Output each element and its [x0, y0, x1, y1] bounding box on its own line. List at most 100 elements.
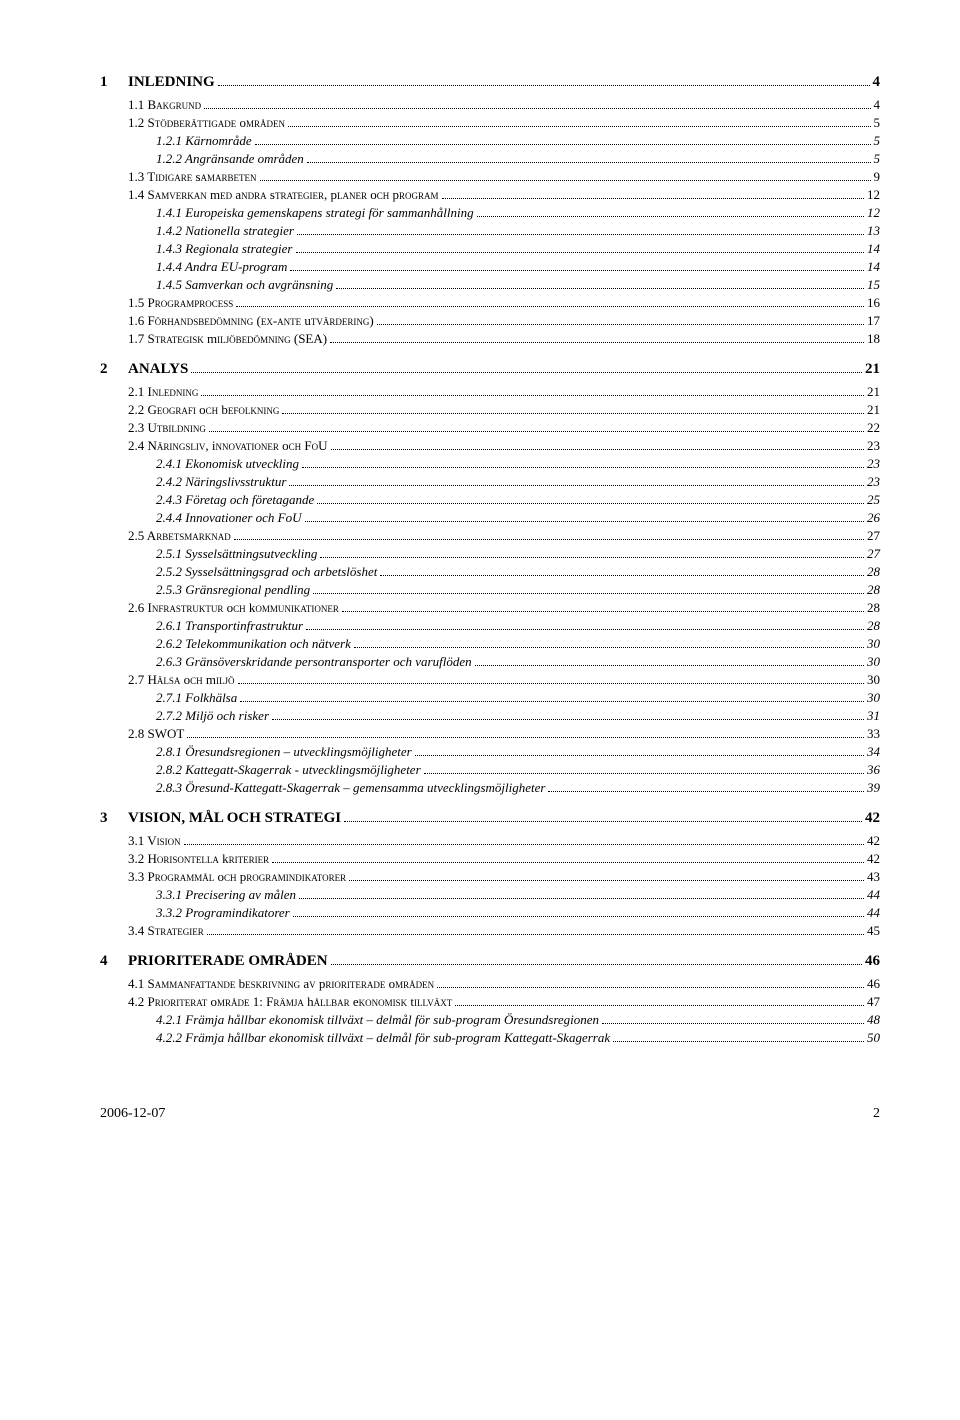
table-of-contents: 1INLEDNING41.1 Bakgrund41.2 Stödberättig…: [100, 74, 880, 1046]
toc-leader-dots: [209, 431, 864, 432]
toc-entry-label: 3.4 Strategier: [128, 923, 204, 939]
toc-entry-page: 16: [867, 295, 880, 311]
toc-entry-label: 2.2 Geografi och befolkning: [128, 402, 279, 418]
toc-entry-page: 5: [874, 151, 881, 167]
toc-entry: 2.7 Hälsa och miljö30: [100, 672, 880, 688]
toc-entry-page: 45: [867, 923, 880, 939]
toc-entry-label: 3.3.1 Precisering av målen: [156, 887, 296, 903]
toc-entry-label: 1.3 Tidigare samarbeten: [128, 169, 257, 185]
toc-entry: 1.2.2 Angränsande områden5: [100, 151, 880, 167]
toc-entry: 1.4.5 Samverkan och avgränsning15: [100, 277, 880, 293]
toc-entry-label: 4PRIORITERADE OMRÅDEN: [100, 953, 328, 970]
toc-entry: 2.4.1 Ekonomisk utveckling23: [100, 456, 880, 472]
toc-entry-label: 2.6.3 Gränsöverskridande persontransport…: [156, 654, 472, 670]
toc-entry: 2.1 Inledning21: [100, 384, 880, 400]
toc-entry-page: 42: [867, 833, 880, 849]
toc-entry-label: 1.4 Samverkan med andra strategier, plan…: [128, 187, 439, 203]
toc-entry-page: 46: [865, 953, 880, 970]
toc-entry-label: 3.3 Programmål och programindikatorer: [128, 869, 346, 885]
toc-entry: 1.4.2 Nationella strategier13: [100, 223, 880, 239]
toc-entry-label: 4.1 Sammanfattande beskrivning av priori…: [128, 976, 434, 992]
toc-leader-dots: [204, 108, 870, 109]
toc-leader-dots: [548, 791, 864, 792]
toc-entry: 4.2 Prioriterat område 1: Främja hållbar…: [100, 994, 880, 1010]
toc-leader-dots: [317, 503, 864, 504]
toc-entry-page: 27: [867, 528, 880, 544]
toc-entry: 2.7.2 Miljö och risker31: [100, 708, 880, 724]
toc-entry: 1.6 Förhandsbedömning (ex-ante utvärderi…: [100, 313, 880, 329]
toc-entry-label: 2.7 Hälsa och miljö: [128, 672, 235, 688]
toc-leader-dots: [234, 539, 864, 540]
toc-entry-label: 4.2.2 Främja hållbar ekonomisk tillväxt …: [156, 1030, 610, 1046]
toc-entry-page: 34: [867, 744, 880, 760]
toc-entry-label: 2.5.2 Sysselsättningsgrad och arbetslösh…: [156, 564, 377, 580]
toc-leader-dots: [260, 180, 871, 181]
toc-entry: 2.5.2 Sysselsättningsgrad och arbetslösh…: [100, 564, 880, 580]
toc-entry: 1.2 Stödberättigade områden5: [100, 115, 880, 131]
toc-entry-page: 13: [867, 223, 880, 239]
toc-entry-page: 28: [867, 600, 880, 616]
toc-leader-dots: [336, 288, 864, 289]
toc-entry: 2.6.2 Telekommunikation och nätverk30: [100, 636, 880, 652]
toc-entry-label: 2.7.1 Folkhälsa: [156, 690, 237, 706]
toc-entry-page: 42: [867, 851, 880, 867]
footer-date: 2006-12-07: [100, 1106, 165, 1122]
toc-entry-page: 18: [867, 331, 880, 347]
toc-entry-page: 43: [867, 869, 880, 885]
toc-entry-page: 33: [867, 726, 880, 742]
toc-leader-dots: [349, 880, 864, 881]
toc-leader-dots: [455, 1005, 864, 1006]
toc-entry-page: 12: [867, 187, 880, 203]
toc-entry-page: 12: [867, 205, 880, 221]
toc-entry: 2.7.1 Folkhälsa 30: [100, 690, 880, 706]
toc-entry-label: 2.5.3 Gränsregional pendling: [156, 582, 310, 598]
toc-entry-page: 15: [867, 277, 880, 293]
toc-entry: 1.4 Samverkan med andra strategier, plan…: [100, 187, 880, 203]
toc-entry-label: 2.5 Arbetsmarknad: [128, 528, 231, 544]
toc-entry: 2ANALYS21: [100, 361, 880, 378]
toc-leader-dots: [331, 964, 862, 965]
page-footer: 2006-12-07 2: [100, 1106, 880, 1122]
toc-entry-page: 21: [867, 384, 880, 400]
toc-entry: 4PRIORITERADE OMRÅDEN 46: [100, 953, 880, 970]
toc-entry-page: 42: [865, 810, 880, 827]
toc-entry: 3.4 Strategier 45: [100, 923, 880, 939]
toc-entry-label: 2.8 SWOT: [128, 726, 184, 742]
toc-leader-dots: [240, 701, 864, 702]
toc-leader-dots: [306, 629, 864, 630]
toc-entry-label: 2.6.1 Transportinfrastruktur: [156, 618, 303, 634]
toc-leader-dots: [299, 898, 864, 899]
footer-page-number: 2: [873, 1106, 880, 1122]
toc-entry-page: 47: [867, 994, 880, 1010]
toc-entry-label: 2.4.3 Företag och företagande: [156, 492, 314, 508]
toc-leader-dots: [218, 85, 870, 86]
toc-leader-dots: [342, 611, 864, 612]
toc-entry: 1.4.4 Andra EU-program14: [100, 259, 880, 275]
toc-leader-dots: [288, 126, 871, 127]
toc-entry-page: 30: [867, 690, 880, 706]
toc-entry: 2.8.2 Kattegatt-Skagerrak - utvecklingsm…: [100, 762, 880, 778]
toc-leader-dots: [331, 449, 865, 450]
toc-entry-page: 46: [867, 976, 880, 992]
toc-leader-dots: [424, 773, 864, 774]
toc-leader-dots: [602, 1023, 864, 1024]
toc-entry: 1.2.1 Kärnområde5: [100, 133, 880, 149]
toc-entry: 2.5 Arbetsmarknad 27: [100, 528, 880, 544]
toc-entry: 1.7 Strategisk miljöbedömning (SEA) 18: [100, 331, 880, 347]
toc-entry-label: 2.4.4 Innovationer och FoU: [156, 510, 302, 526]
toc-leader-dots: [238, 683, 864, 684]
toc-entry-page: 44: [867, 887, 880, 903]
toc-leader-dots: [302, 467, 864, 468]
toc-entry-page: 39: [867, 780, 880, 796]
toc-entry-label: 3.2 Horisontella kriterier: [128, 851, 269, 867]
toc-entry-page: 26: [867, 510, 880, 526]
toc-entry: 3.1 Vision42: [100, 833, 880, 849]
toc-entry-label: 1.7 Strategisk miljöbedömning (SEA): [128, 331, 327, 347]
toc-entry: 1.3 Tidigare samarbeten9: [100, 169, 880, 185]
toc-entry-page: 28: [867, 582, 880, 598]
toc-leader-dots: [282, 413, 864, 414]
toc-entry-label: 2.8.2 Kattegatt-Skagerrak - utvecklingsm…: [156, 762, 421, 778]
toc-entry-label: 4.2 Prioriterat område 1: Främja hållbar…: [128, 994, 452, 1010]
toc-entry-page: 4: [873, 74, 881, 91]
toc-entry-label: 2.4.2 Näringslivsstruktur: [156, 474, 286, 490]
